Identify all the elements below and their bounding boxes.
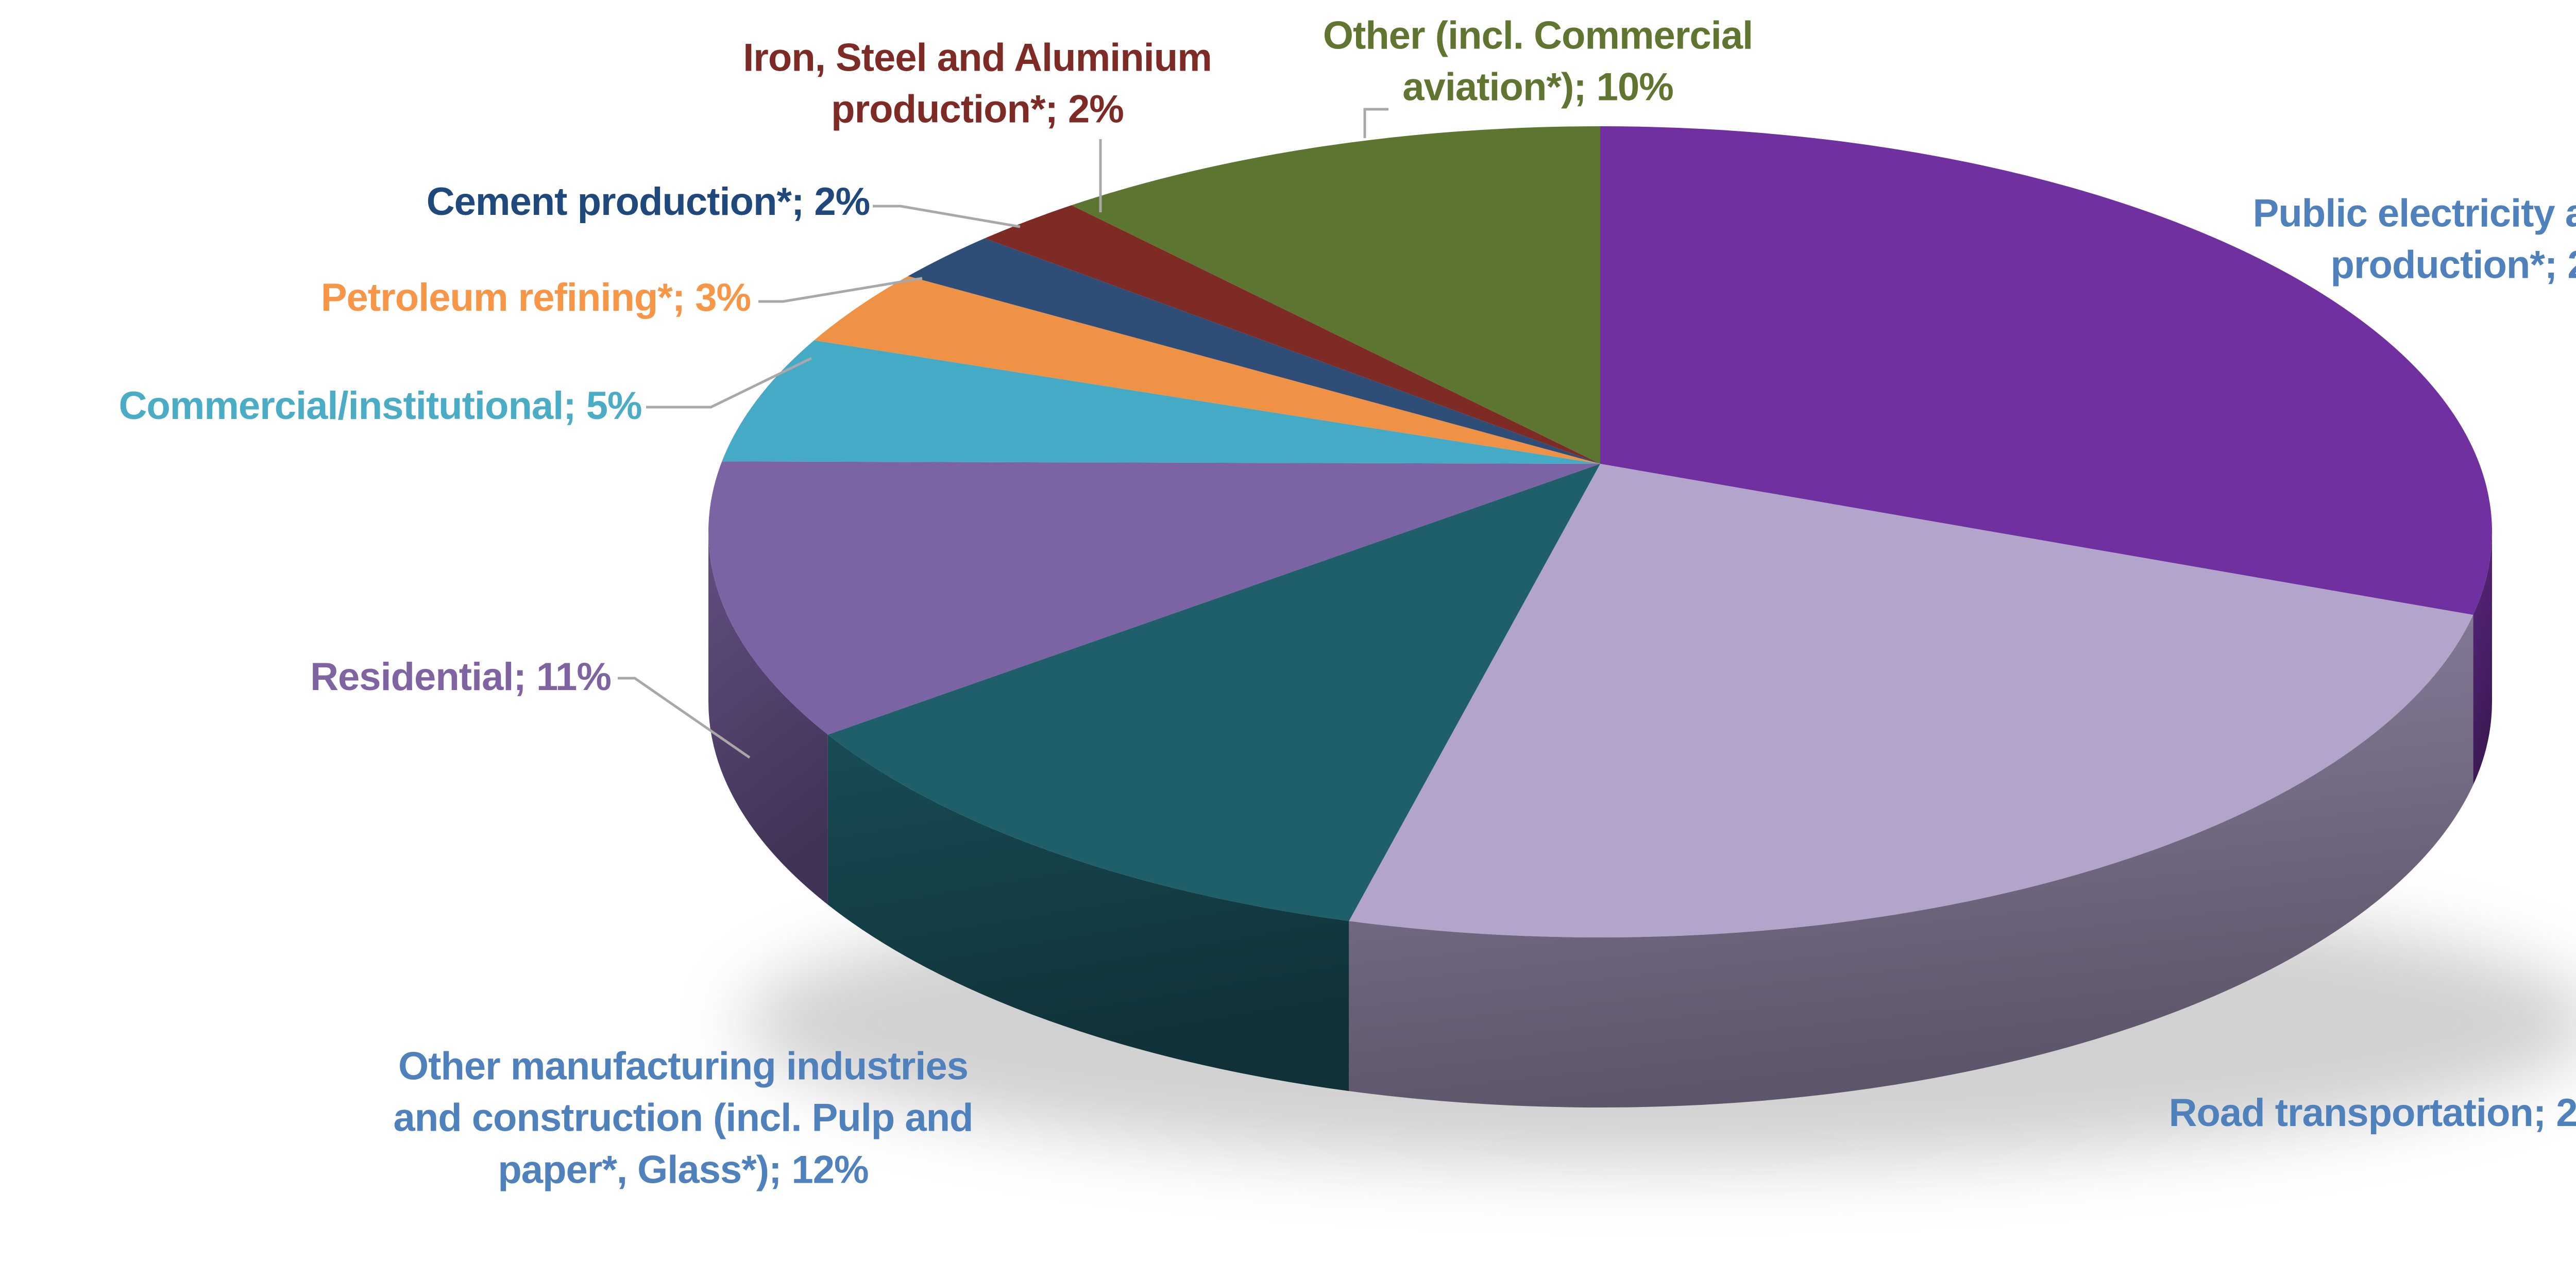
leader-line-4 bbox=[646, 357, 812, 409]
slice-label-4: Commercial/institutional; 5% bbox=[118, 383, 642, 428]
slice-label-2: Other manufacturing industries and const… bbox=[393, 1044, 974, 1192]
slice-label-0: Public electricity and heat production*;… bbox=[2252, 191, 2576, 287]
pie-slice-1 bbox=[1349, 464, 2473, 937]
pie-slice-6 bbox=[908, 238, 1600, 464]
leader-line-8 bbox=[1363, 108, 1388, 138]
pie-slice-8 bbox=[1071, 126, 1600, 464]
slice-label-3: Residential; 11% bbox=[310, 654, 612, 699]
slice-label-6: Cement production*; 2% bbox=[426, 179, 870, 224]
leader-line-6 bbox=[873, 205, 1021, 228]
pie-slice-2 bbox=[827, 464, 1600, 921]
pie-slice-7 bbox=[985, 205, 1600, 464]
pie-slice-4 bbox=[722, 340, 1600, 464]
pie-slice-side-0 bbox=[2473, 532, 2492, 785]
slice-label-8: Other (incl. Commercial aviation*); 10% bbox=[1323, 13, 1753, 109]
pie-slice-3 bbox=[708, 461, 1600, 735]
pie-slice-5 bbox=[814, 276, 1600, 464]
pie-slice-0 bbox=[1600, 126, 2492, 615]
leader-line-5 bbox=[758, 277, 923, 303]
leader-line-3 bbox=[618, 677, 751, 759]
pie-slice-side-1 bbox=[1349, 615, 2473, 1107]
pie-slice-side-2 bbox=[827, 734, 1349, 1092]
slice-label-1: Road transportation; 26% bbox=[2168, 1090, 2576, 1135]
pie-slice-side-3 bbox=[708, 532, 828, 905]
slice-label-7: Iron, Steel and Aluminium production*; 2… bbox=[743, 36, 1212, 131]
slice-label-5: Petroleum refining*; 3% bbox=[320, 275, 751, 320]
